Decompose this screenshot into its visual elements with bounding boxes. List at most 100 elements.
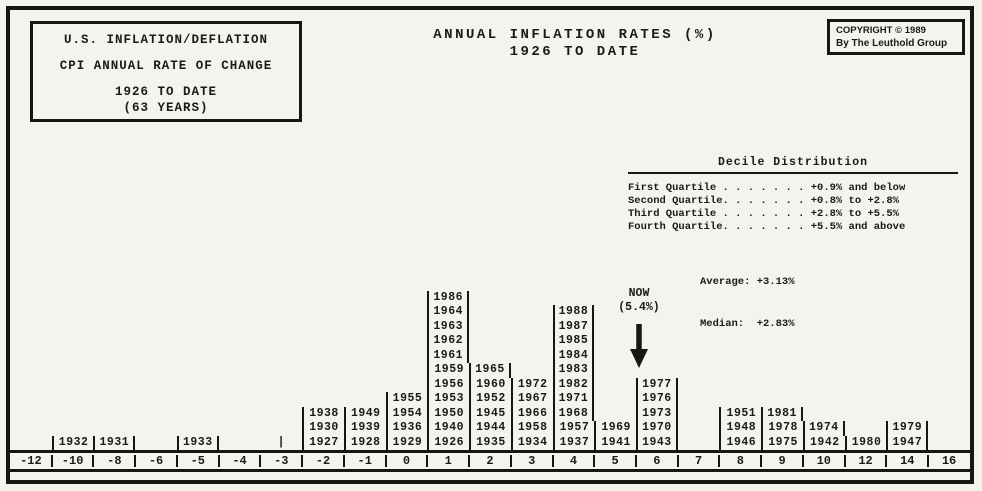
- histogram-column: 1965 1960 1952 1945 1944 1935: [469, 363, 511, 450]
- year-cell: 1959: [427, 363, 469, 378]
- axis-tick-label: 0: [384, 453, 428, 469]
- axis-tick-label: 2: [468, 453, 511, 469]
- decile-line: Second Quartile. . . . . . . +0.8% to +2…: [628, 195, 899, 207]
- info-box-line-1: U.S. INFLATION/DEFLATION: [63, 33, 269, 47]
- year-cell: 1942: [802, 435, 845, 450]
- decile-line: Fourth Quartile. . . . . . . +5.5% and a…: [628, 221, 906, 233]
- year-cell: 1932: [51, 435, 94, 450]
- axis-tick-label: -10: [50, 453, 94, 469]
- page-title: ANNUAL INFLATION RATES (%) 1926 TO DATE: [395, 27, 755, 61]
- histogram-column: 1951 1948 1946: [719, 406, 761, 450]
- year-cell: 1956: [427, 377, 469, 392]
- year-cell: 1947: [886, 435, 929, 450]
- year-cell: 1972: [510, 377, 553, 392]
- year-cell: 1949: [343, 406, 386, 421]
- year-cell: 1983: [552, 363, 595, 378]
- year-cell: 1933: [176, 435, 219, 450]
- year-cell: 1974: [802, 421, 845, 436]
- axis-tick-label: 1: [426, 453, 469, 469]
- decile-lines: First Quartile . . . . . . . +0.9% and b…: [628, 182, 958, 234]
- year-cell: 1987: [552, 319, 595, 334]
- histogram-column: 1938 1930 1927: [302, 406, 344, 450]
- histogram-column: 1986 1964 1963 1962 1961 1959 1956 1953 1950 1940…: [427, 290, 470, 450]
- info-box-line-4: (63 YEARS): [123, 101, 209, 115]
- year-cell: 1952: [469, 392, 511, 407]
- axis-tick-label: 7: [676, 453, 720, 469]
- now-annotation: NOW (5.4%): [597, 287, 681, 370]
- histogram-column: 1969 1941: [594, 421, 636, 450]
- copyright-line-2: By The Leuthold Group: [836, 38, 948, 49]
- decile-line: First Quartile . . . . . . . +0.9% and b…: [628, 182, 906, 194]
- year-cell: 1982: [552, 377, 595, 392]
- year-cell: 1986: [427, 290, 470, 305]
- year-cell: 1967: [510, 392, 553, 407]
- year-cell: 1938: [302, 406, 344, 421]
- copyright-line-1: COPYRIGHT © 1989: [836, 25, 926, 36]
- year-cell: 1981: [761, 406, 803, 421]
- histogram-column: 1977 1976 1973 1970 1943: [636, 377, 678, 450]
- year-cell: 1978: [761, 421, 803, 436]
- histogram-column: 1988 1987 1985 1984 1983 1982 1971 1968 1957 1937: [552, 305, 595, 450]
- year-cell: 1980: [844, 435, 887, 450]
- year-cell: 1962: [427, 334, 470, 349]
- histogram-column: 1974 1942: [802, 421, 845, 450]
- stray-pipe-mark: |: [277, 435, 285, 449]
- year-cell: 1968: [552, 406, 595, 421]
- axis-tick-label: -4: [217, 453, 261, 469]
- histogram-column: 1933: [176, 435, 219, 450]
- info-box-line-3: 1926 TO DATE: [114, 85, 217, 99]
- year-cell: 1926: [427, 435, 469, 450]
- axis-tick-label: 6: [635, 453, 678, 469]
- decile-line: Third Quartile . . . . . . . +2.8% to +5…: [628, 208, 899, 220]
- info-box-line-2: CPI ANNUAL RATE OF CHANGE: [59, 59, 273, 73]
- year-cell: 1955: [385, 392, 428, 407]
- axis-tick-label: -6: [134, 453, 177, 469]
- year-cell: 1929: [385, 435, 428, 450]
- year-cell: 1985: [552, 334, 595, 349]
- year-cell: 1946: [719, 435, 761, 450]
- year-cell: 1957: [552, 421, 595, 436]
- year-cell: 1930: [302, 421, 344, 436]
- year-cell: 1969: [594, 421, 636, 436]
- axis-tick-label: 16: [927, 453, 970, 469]
- year-cell: 1961: [427, 348, 470, 363]
- axis-tick-label: -8: [92, 453, 135, 469]
- histogram: 1932 1931 1933 | 1938 1930 1927 1949 1939 1928 195…: [10, 290, 970, 450]
- copyright-box: COPYRIGHT © 1989 By The Leuthold Group: [827, 19, 965, 55]
- axis-tick-label: 5: [593, 453, 636, 469]
- decile-distribution: Decile Distribution First Quartile . . .…: [628, 156, 958, 359]
- axis-tick-label: 12: [843, 453, 887, 469]
- year-cell: 1973: [636, 406, 678, 421]
- decile-header: Decile Distribution: [628, 156, 958, 174]
- axis-tick-label: 8: [718, 453, 761, 469]
- year-cell: 1971: [552, 392, 595, 407]
- median-value: Median: +2.83%: [700, 318, 795, 330]
- year-cell: 1966: [510, 406, 553, 421]
- histogram-column: 1981 1978 1975: [761, 406, 803, 450]
- year-cell: 1965: [469, 363, 511, 378]
- axis-tick-label: 3: [509, 453, 553, 469]
- histogram-column: 1979 1947: [886, 421, 929, 450]
- axis-tick-label: -12: [20, 454, 42, 468]
- histogram-column: 1972 1967 1966 1958 1934: [510, 377, 553, 450]
- year-cell: 1953: [427, 392, 469, 407]
- year-cell: 1936: [385, 421, 428, 436]
- axis-tick-label: -1: [342, 453, 386, 469]
- year-cell: 1960: [469, 377, 511, 392]
- year-cell: 1975: [761, 435, 803, 450]
- year-cell: 1948: [719, 421, 761, 436]
- year-cell: 1940: [427, 421, 469, 436]
- year-cell: 1979: [886, 421, 929, 436]
- year-cell: 1964: [427, 305, 470, 320]
- year-cell: 1943: [636, 435, 678, 450]
- page-title-line-2: 1926 TO DATE: [509, 44, 641, 60]
- year-cell: 1931: [93, 435, 136, 450]
- x-axis: -12 -10 -8 -6 -5 -4 -3 -2 -1 0 1 2 3 4 5 6 7 8 9 10 12 14 16: [10, 450, 970, 472]
- year-cell: 1988: [552, 305, 595, 320]
- page-title-line-1: ANNUAL INFLATION RATES (%): [433, 27, 717, 43]
- histogram-column: 1955 1954 1936 1929: [385, 392, 428, 450]
- axis-tick-label: 9: [760, 453, 803, 469]
- year-cell: 1970: [636, 421, 678, 436]
- year-cell: 1950: [427, 406, 469, 421]
